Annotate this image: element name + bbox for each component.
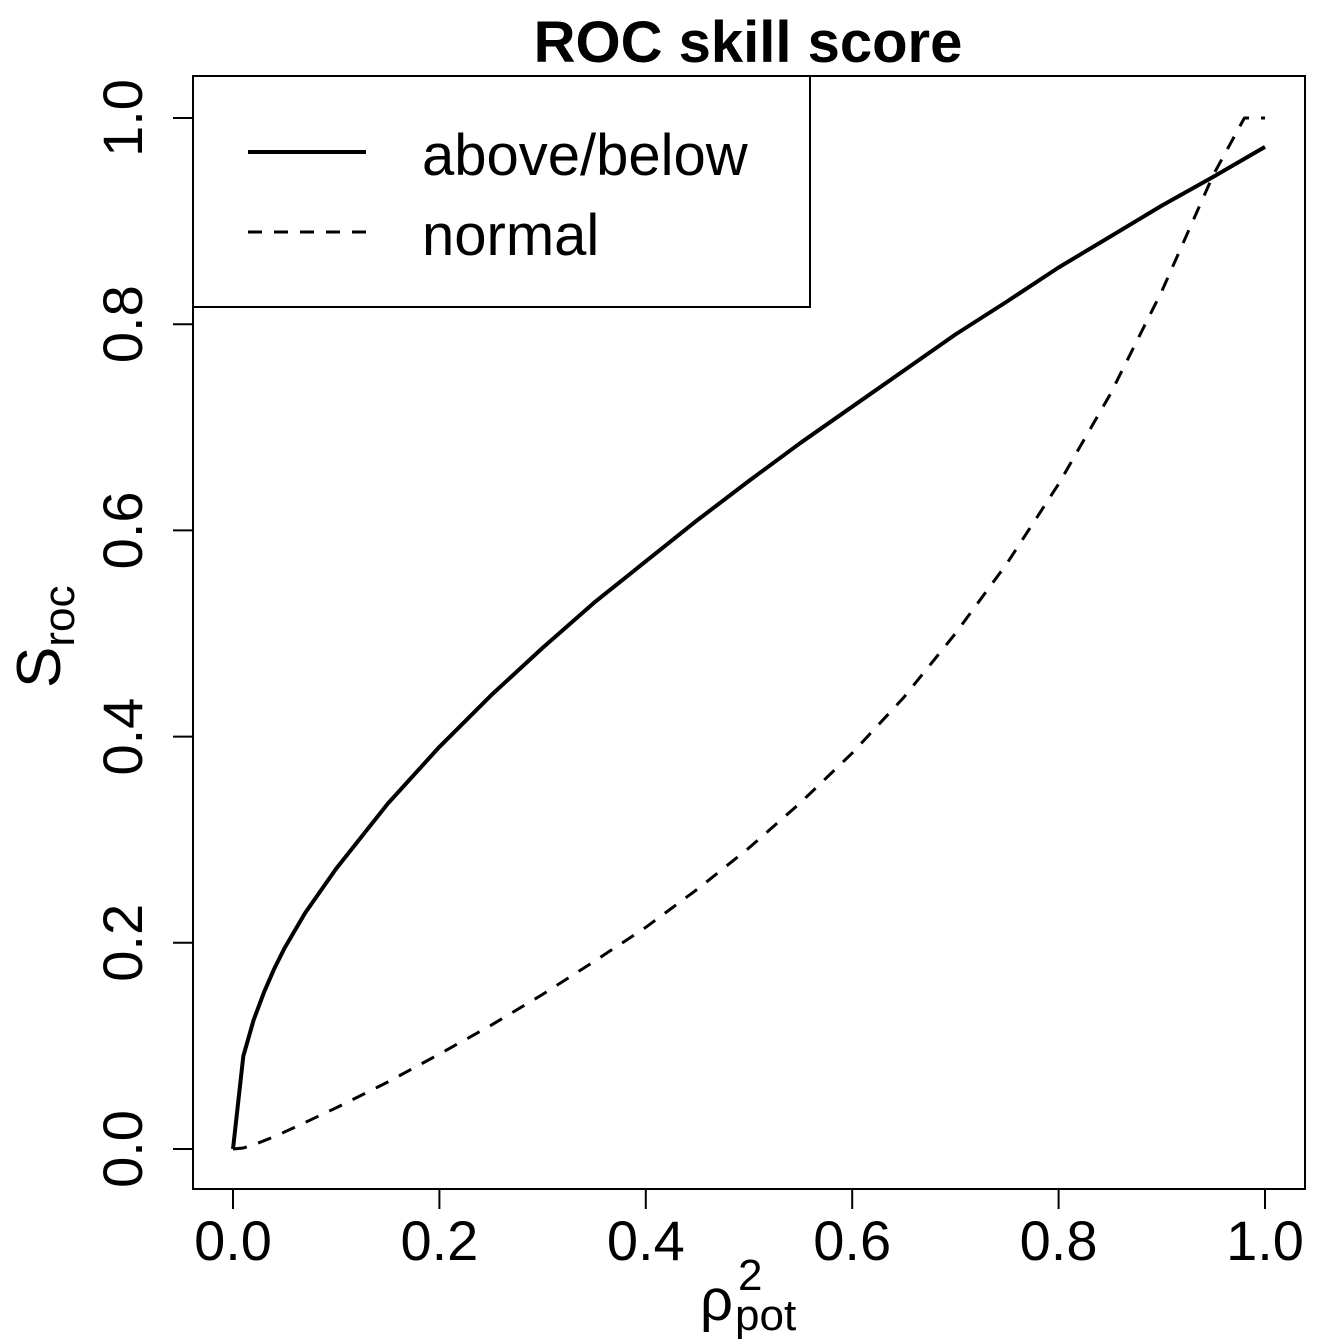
- x-tick-label: 0.4: [607, 1209, 685, 1272]
- x-tick-label: 0.0: [194, 1209, 272, 1272]
- legend-label-normal: normal: [422, 203, 599, 268]
- y-tick-label: 0.0: [91, 1110, 154, 1188]
- legend: above/below normal: [192, 75, 811, 308]
- x-axis-label: ρ 2 pot: [700, 1251, 796, 1340]
- x-tick-label: 0.8: [1020, 1209, 1098, 1272]
- y-axis-label-subscript: roc: [35, 586, 84, 647]
- legend-label-above-below: above/below: [422, 123, 749, 188]
- x-tick-label: 0.2: [400, 1209, 478, 1272]
- x-axis-label-subscript: pot: [735, 1291, 796, 1340]
- y-tick-label: 0.2: [91, 904, 154, 982]
- y-tick-label: 0.6: [91, 491, 154, 569]
- x-axis: 0.0 0.2 0.4 0.6 0.8 1.0: [194, 1188, 1304, 1272]
- y-axis-label-main: S: [5, 647, 74, 688]
- x-tick-label: 1.0: [1226, 1209, 1304, 1272]
- x-axis-label-main: ρ: [700, 1268, 733, 1333]
- series-line-above-below: [231, 145, 1267, 1150]
- y-axis: 0.0 0.2 0.4 0.6 0.8 1.0: [91, 79, 194, 1188]
- x-tick-label: 0.6: [813, 1209, 891, 1272]
- svg-text:Sroc: Sroc: [5, 586, 84, 688]
- y-axis-label: Sroc: [5, 586, 84, 688]
- legend-box: [192, 75, 811, 308]
- y-tick-label: 0.4: [91, 698, 154, 776]
- series-layer: [231, 116, 1267, 1151]
- x-axis-label-superscript: 2: [738, 1251, 762, 1300]
- y-tick-label: 1.0: [91, 79, 154, 157]
- y-tick-label: 0.8: [91, 285, 154, 363]
- chart-title: ROC skill score: [534, 10, 963, 75]
